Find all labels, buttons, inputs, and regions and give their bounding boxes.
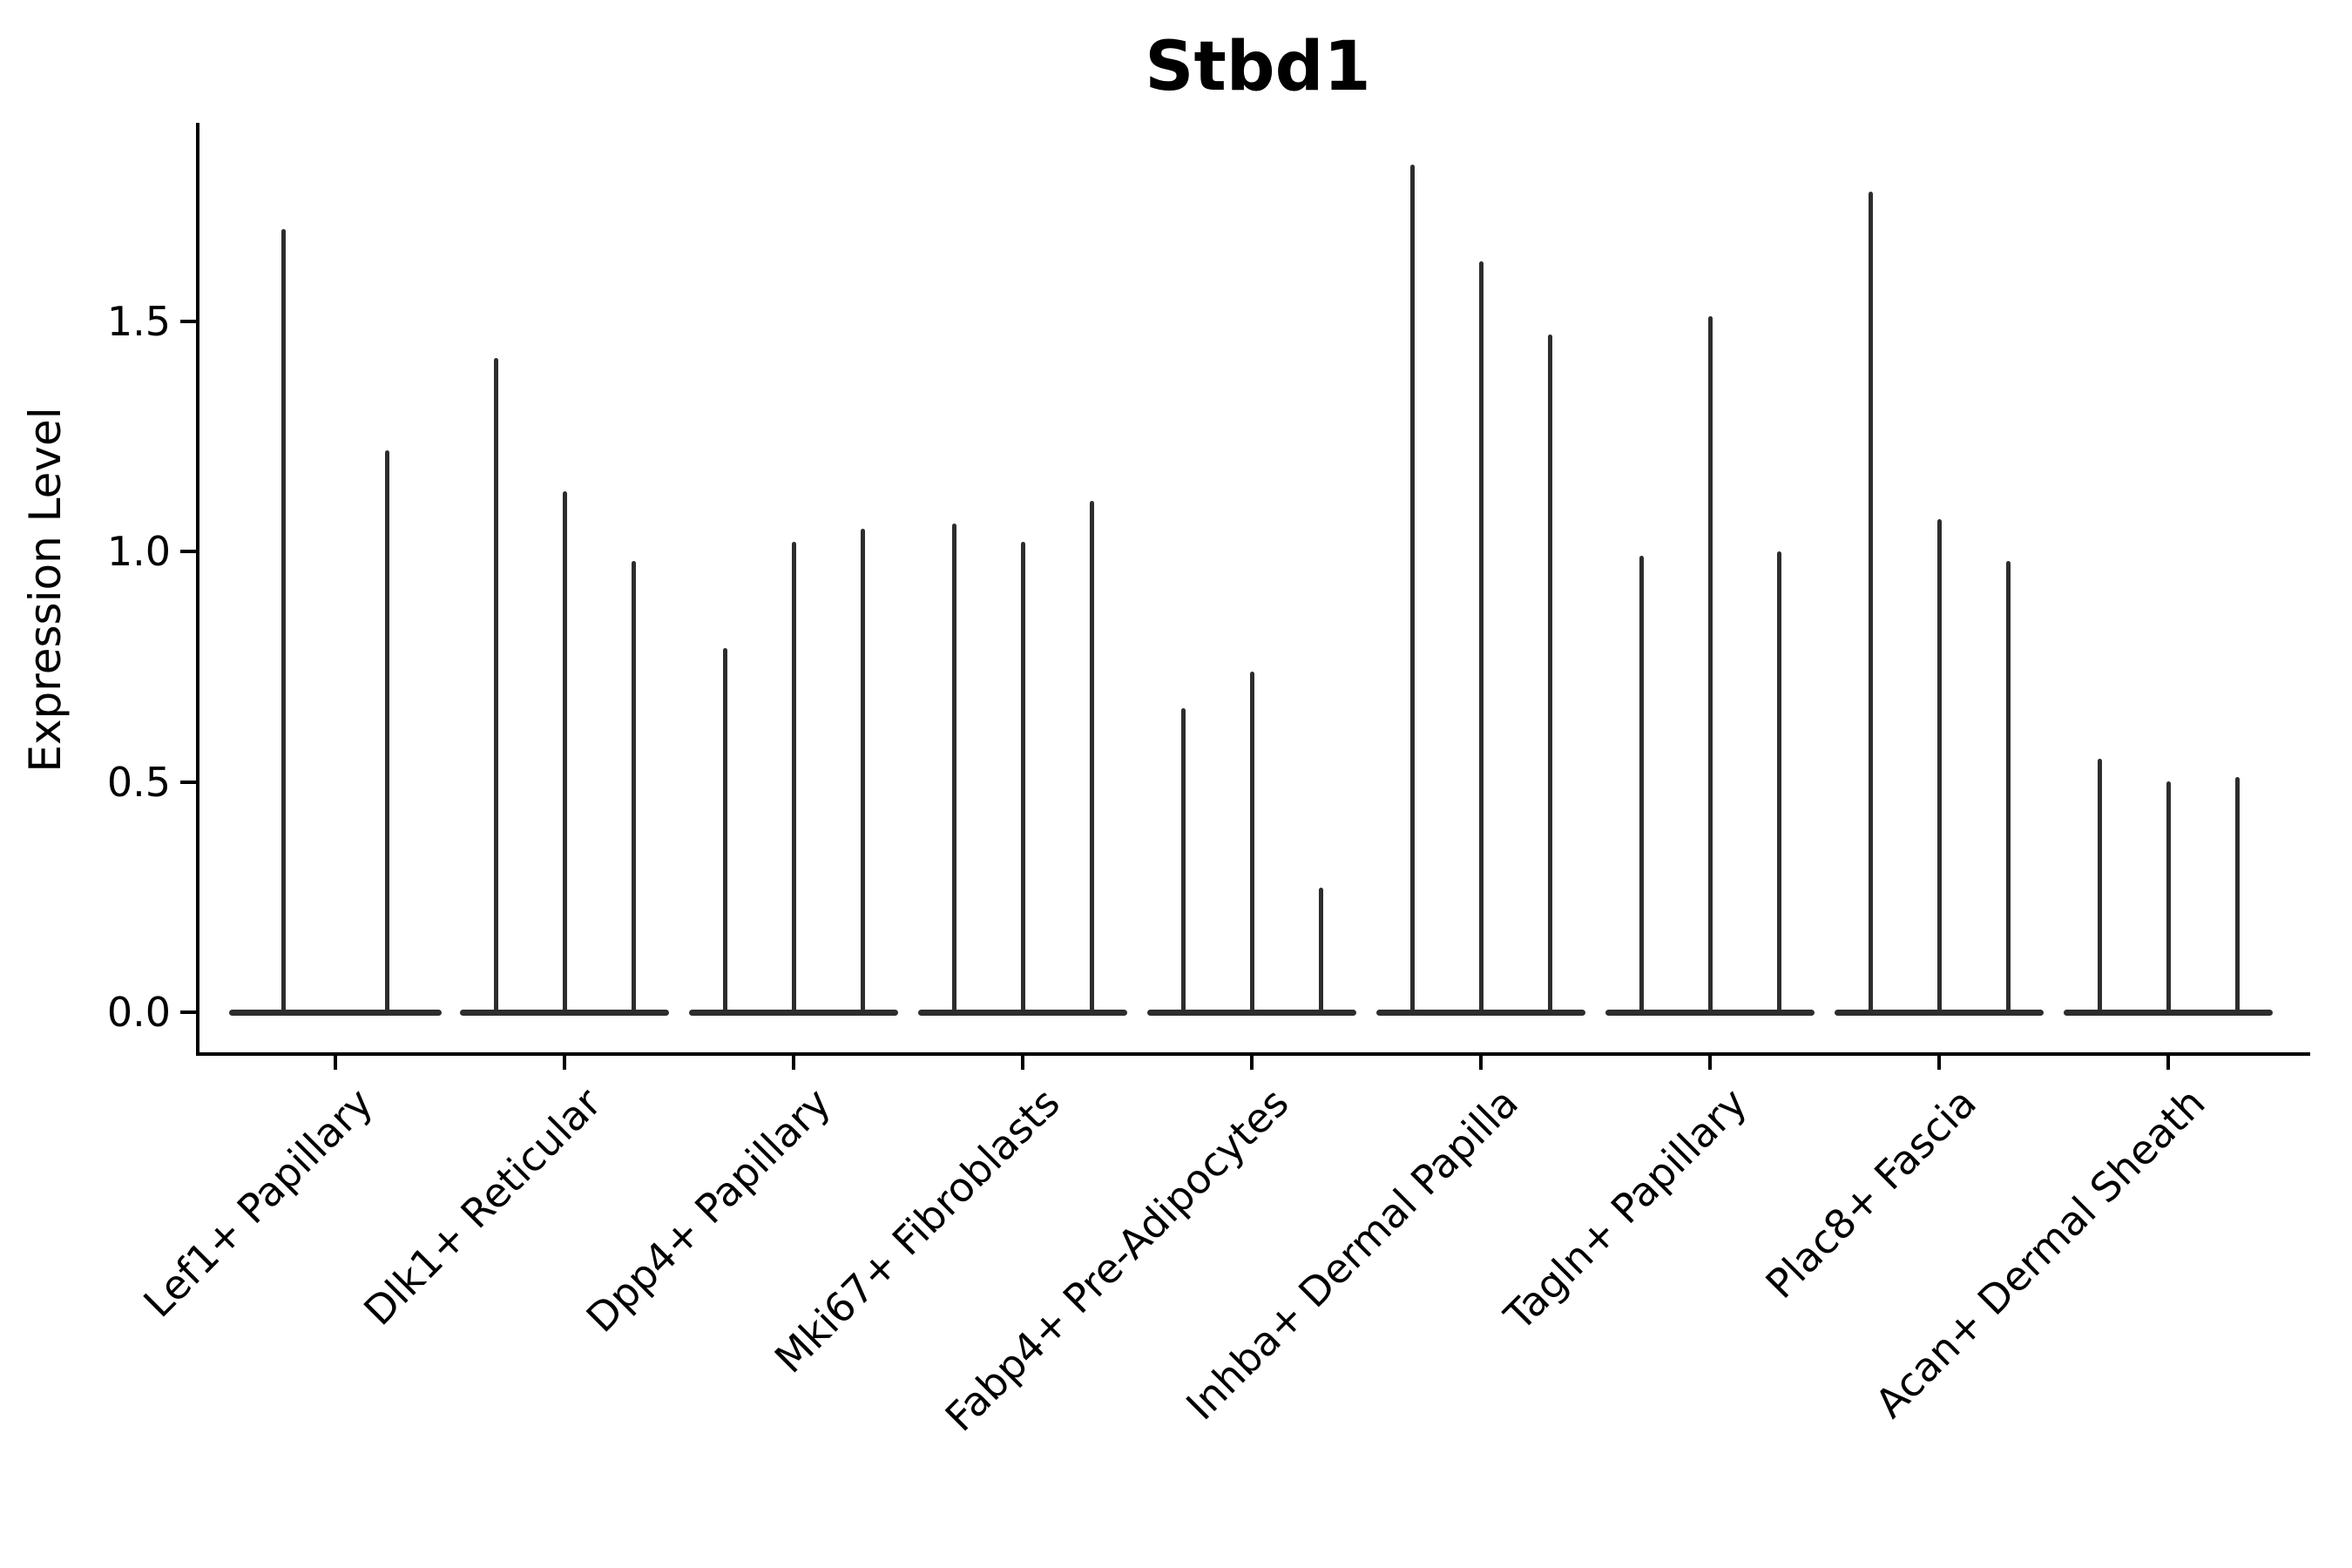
violin-spike	[2234, 777, 2240, 1012]
violin-spike	[385, 450, 389, 1012]
violin-zero-bar	[1605, 1009, 1815, 1016]
violin-zero-bar	[918, 1009, 1127, 1016]
violin-spike	[281, 229, 286, 1012]
x-tick-mark	[2166, 1056, 2170, 1070]
x-tick-mark	[1937, 1056, 1941, 1070]
violin-spike	[562, 491, 567, 1012]
x-tick-label: Lef1+ Papillary	[133, 1078, 382, 1327]
x-tick-mark	[1021, 1056, 1024, 1070]
x-tick-label: Plac8+ Fascia	[1756, 1078, 1985, 1308]
plot-title: Stbd1	[1145, 28, 1371, 106]
violin-spike	[1707, 316, 1713, 1012]
violin-spike	[2166, 781, 2171, 1012]
violin-spike	[1478, 261, 1484, 1012]
violin-zero-bar	[1147, 1009, 1356, 1016]
y-tick-label: 1.5	[106, 297, 171, 345]
violin-spike	[631, 561, 636, 1012]
y-tick-mark	[180, 550, 196, 553]
x-tick-label: Dlk1+ Reticular	[355, 1078, 611, 1335]
violin-zero-bar	[460, 1009, 669, 1016]
x-tick-label: Dpp4+ Papillary	[577, 1078, 840, 1342]
x-axis-spine	[196, 1052, 2310, 1056]
violin-zero-bar	[229, 1009, 442, 1016]
x-tick-mark	[563, 1056, 566, 1070]
violin-spike	[860, 529, 865, 1012]
x-tick-mark	[792, 1056, 795, 1070]
y-tick-mark	[180, 319, 196, 323]
y-tick-mark	[180, 1010, 196, 1014]
violin-spike	[722, 648, 727, 1012]
violin-spike	[2097, 759, 2102, 1012]
violin-zero-bar	[1835, 1009, 2044, 1016]
violin-spike	[493, 358, 498, 1012]
violin-zero-bar	[2064, 1009, 2273, 1016]
violin-spike	[951, 524, 956, 1012]
violin-spike	[2005, 561, 2011, 1012]
x-tick-label: Tagln+ Papillary	[1495, 1078, 1756, 1340]
x-tick-mark	[1708, 1056, 1712, 1070]
violin-spike	[1020, 542, 1025, 1012]
violin-spike	[1180, 708, 1186, 1012]
violin-zero-bar	[689, 1009, 898, 1016]
violin-spike	[1089, 501, 1094, 1012]
violin-spike	[1318, 888, 1323, 1012]
x-tick-mark	[1250, 1056, 1254, 1070]
violin-zero-bar	[1376, 1009, 1585, 1016]
violin-spike	[1547, 335, 1552, 1012]
violin-spike	[1776, 551, 1781, 1012]
violin-spike	[791, 542, 796, 1012]
y-axis-label: Expression Level	[20, 407, 71, 773]
violin-spike	[1249, 672, 1254, 1012]
y-tick-label: 1.0	[106, 528, 171, 575]
y-axis-spine	[196, 123, 199, 1056]
x-tick-mark	[1479, 1056, 1483, 1070]
y-tick-mark	[180, 780, 196, 784]
violin-spike	[1936, 519, 1942, 1012]
x-tick-mark	[334, 1056, 337, 1070]
violin-spike	[1409, 165, 1415, 1012]
violin-spike	[1868, 192, 1873, 1012]
y-tick-label: 0.5	[106, 758, 171, 806]
violin-spike	[1639, 556, 1644, 1012]
y-tick-label: 0.0	[106, 989, 171, 1036]
